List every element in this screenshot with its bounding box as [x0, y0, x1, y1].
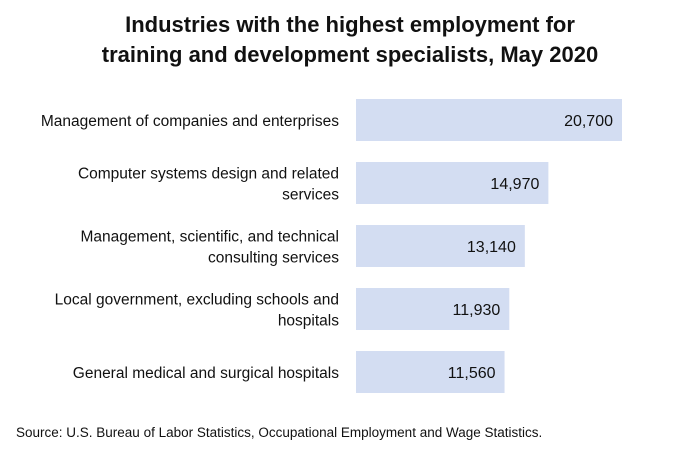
category-label-3-line-1: hospitals [278, 313, 339, 330]
category-label-1: Computer systems design and related servi… [78, 166, 339, 204]
category-label-2-line-0: Management, scientific, and technical [81, 229, 339, 246]
data-label-0: 20,700 [564, 113, 613, 130]
source-note: Source: U.S. Bureau of Labor Statistics,… [16, 425, 543, 440]
bar-3 [356, 288, 510, 330]
category-label-2: Management, scientific, and technical con… [81, 229, 340, 267]
category-label-4: General medical and surgical hospitals [73, 365, 339, 382]
category-label-3-line-0: Local government, excluding schools and [55, 292, 339, 309]
bar-0 [356, 99, 622, 141]
data-label-4: 11,560 [448, 365, 496, 382]
category-label-1-line-0: Computer systems design and related [78, 166, 339, 183]
category-label-3: Local government, excluding schools and h… [55, 292, 340, 330]
category-label-0: Management of companies and enterprises [41, 113, 339, 130]
bar-1 [356, 162, 549, 204]
data-label-2: 13,140 [467, 239, 516, 256]
chart-title-line-2: training and development specialists, Ma… [101, 42, 599, 67]
category-label-1-line-1: services [282, 187, 339, 204]
bar-4 [356, 351, 505, 393]
chart-title-line-1: Industries with the highest employment f… [125, 12, 575, 37]
chart-title: Industries with the highest employment f… [0, 10, 700, 70]
bar-2 [356, 225, 525, 267]
category-label-4-line-0: General medical and surgical hospitals [73, 365, 339, 382]
data-label-1: 14,970 [490, 176, 539, 193]
category-label-2-line-1: consulting services [208, 250, 339, 267]
category-label-0-line-0: Management of companies and enterprises [41, 113, 339, 130]
data-label-3: 11,930 [453, 302, 501, 319]
